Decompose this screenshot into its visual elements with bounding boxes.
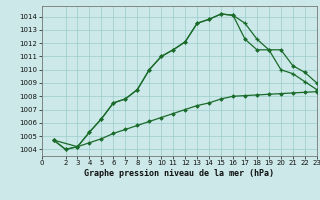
X-axis label: Graphe pression niveau de la mer (hPa): Graphe pression niveau de la mer (hPa): [84, 169, 274, 178]
